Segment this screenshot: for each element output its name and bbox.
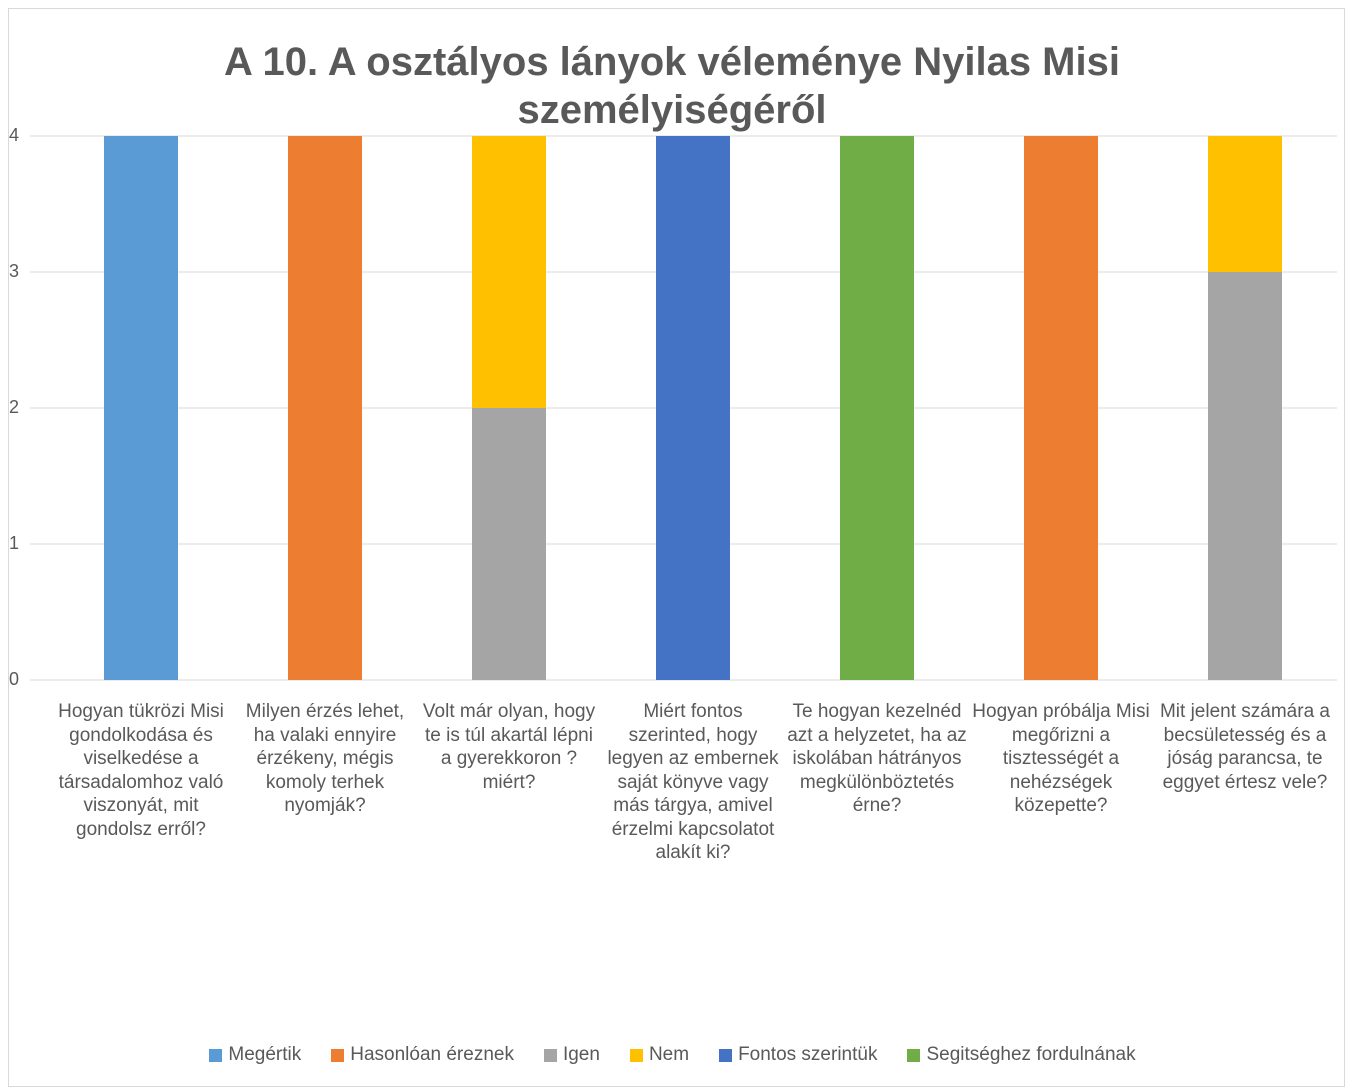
y-tick-label: 3 xyxy=(9,261,19,281)
bar-segment xyxy=(104,136,178,680)
x-tick-label: Hogyan tükrözi Misi gondolkodása és vise… xyxy=(58,701,224,840)
y-tick-label: 1 xyxy=(9,533,19,553)
chart-title: A 10. A osztályos lányok véleménye Nyila… xyxy=(224,40,1120,132)
bar-segment xyxy=(1024,136,1098,680)
legend-label: Megértik xyxy=(228,1044,302,1065)
legend-swatch xyxy=(629,1048,643,1062)
legend-item: Fontos szerintük xyxy=(719,1044,877,1066)
legend-label: Nem xyxy=(648,1044,690,1065)
legend-label: Hasonlóan éreznek xyxy=(350,1044,514,1065)
legend-swatch xyxy=(331,1048,345,1062)
legend: Megértik Hasonlóan éreznek Igen Nem Fontos s… xyxy=(0,1044,1345,1066)
bar-segment xyxy=(472,408,546,680)
bar-segment xyxy=(472,136,546,408)
legend-label: Segitséghez fordulnának xyxy=(926,1044,1136,1065)
y-tick-label: 4 xyxy=(9,125,19,145)
y-tick-label: 2 xyxy=(9,397,19,417)
bar-segment xyxy=(1208,272,1282,680)
x-tick-label: Miért fontos szerinted, hogy legyen az e… xyxy=(607,701,779,863)
x-tick-label: Mit jelent számára a becsületesség és a … xyxy=(1159,701,1330,793)
legend-swatch xyxy=(907,1048,921,1062)
legend-item: Segitséghez fordulnának xyxy=(907,1044,1136,1066)
legend-swatch xyxy=(719,1048,733,1062)
legend-swatch xyxy=(209,1048,223,1062)
legend-label: Igen xyxy=(562,1044,600,1065)
bar-segment xyxy=(288,136,362,680)
legend-item: Igen xyxy=(543,1044,600,1066)
legend-item: Megértik xyxy=(209,1044,301,1066)
legend-swatch xyxy=(543,1048,557,1062)
legend-label: Fontos szerintük xyxy=(738,1044,878,1065)
x-tick-label: Volt már olyan, hogy te is túl akartál l… xyxy=(422,701,596,793)
x-tick-label: Te hogyan kezelnéd azt a helyzetet, ha a… xyxy=(787,701,967,816)
bar-segment xyxy=(656,136,730,680)
x-tick-label: Milyen érzés lehet, ha valaki ennyire ér… xyxy=(245,701,405,816)
bar-segment xyxy=(840,136,914,680)
bar-segment xyxy=(1208,136,1282,272)
legend-item: Nem xyxy=(629,1044,690,1066)
x-tick-label: Hogyan próbálja Misi megőrizni a tisztes… xyxy=(972,701,1150,816)
y-tick-label: 0 xyxy=(9,669,19,689)
legend-item: Hasonlóan éreznek xyxy=(331,1044,514,1066)
